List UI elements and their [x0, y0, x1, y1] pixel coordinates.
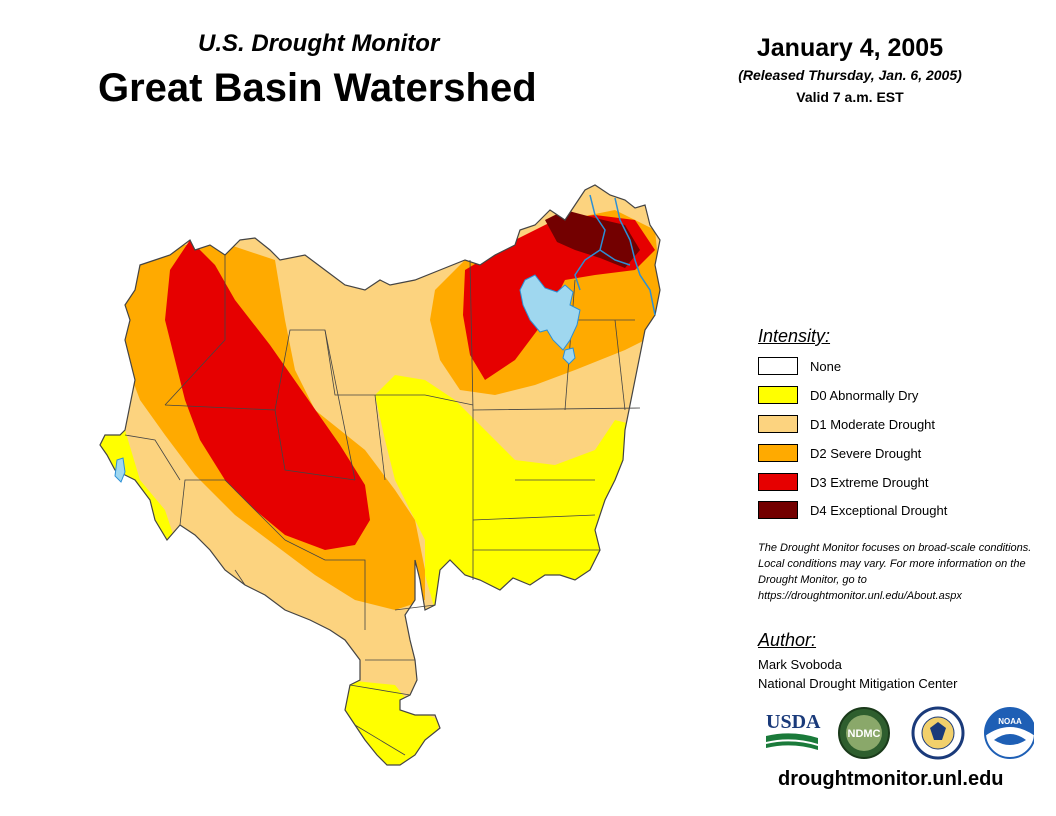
- legend-title: Intensity:: [758, 326, 831, 346]
- commerce-seal: [911, 706, 965, 760]
- legend-label: D3 Extreme Drought: [810, 474, 929, 490]
- release-date: (Released Thursday, Jan. 6, 2005): [738, 67, 962, 83]
- noaa-logo-text: NOAA: [998, 717, 1022, 726]
- noaa-logo: NOAA: [984, 707, 1034, 759]
- ndmc-logo: NDMC: [838, 707, 890, 759]
- usda-logo-text: USDA: [766, 711, 821, 733]
- legend-label: D0 Abnormally Dry: [810, 387, 919, 403]
- author-organization: National Drought Mitigation Center: [758, 676, 958, 691]
- legend-swatch: [758, 473, 798, 491]
- map-subtitle: U.S. Drought Monitor: [198, 30, 440, 57]
- legend-item-d0: D0 Abnormally Dry: [758, 384, 918, 406]
- drought-map: [99, 184, 661, 766]
- legend-item-d4: D4 Exceptional Drought: [758, 499, 947, 521]
- usda-logo: USDA: [766, 711, 821, 750]
- disclaimer-note: The Drought Monitor focuses on broad-sca…: [758, 542, 1032, 602]
- map-date: January 4, 2005: [756, 34, 944, 62]
- legend-label: None: [810, 358, 842, 374]
- legend-item-d1: D1 Moderate Drought: [758, 413, 935, 435]
- author-name: Mark Svoboda: [758, 657, 842, 672]
- legend-swatch: [758, 501, 798, 519]
- author-heading: Author:: [758, 630, 817, 650]
- ndmc-logo-text: NDMC: [848, 728, 881, 740]
- valid-time: Valid 7 a.m. EST: [796, 89, 904, 105]
- legend-swatch: [758, 386, 798, 404]
- map-title: Great Basin Watershed: [98, 66, 537, 110]
- legend-item-d3: D3 Extreme Drought: [758, 471, 929, 493]
- legend-item-d2: D2 Severe Drought: [758, 442, 921, 464]
- legend-swatch: [758, 357, 798, 375]
- website-url[interactable]: droughtmonitor.unl.edu: [778, 768, 1004, 790]
- legend-swatch: [758, 444, 798, 462]
- legend-label: D2 Severe Drought: [810, 445, 922, 461]
- legend-label: D4 Exceptional Drought: [810, 502, 948, 518]
- great-salt-lake: [519, 274, 581, 351]
- legend-item-none: None: [758, 355, 841, 377]
- agency-logos: USDA NDMC NOAA: [766, 706, 1034, 760]
- legend-label: D1 Moderate Drought: [810, 416, 936, 432]
- legend-swatch: [758, 415, 798, 433]
